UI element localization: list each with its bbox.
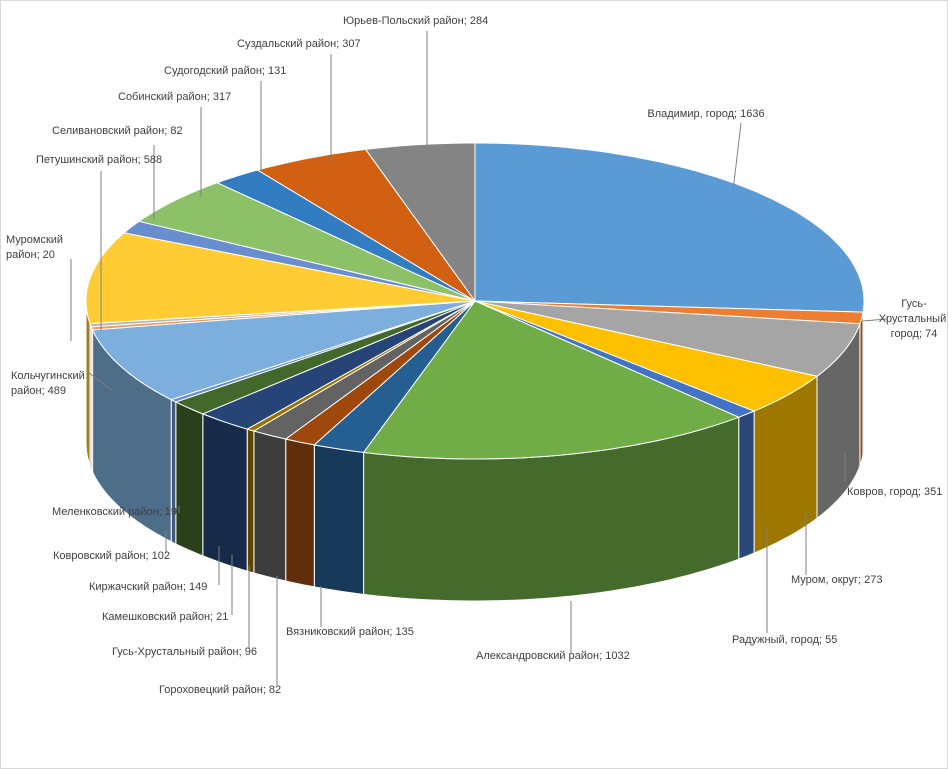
data-label-16: Муромский район; 20 bbox=[6, 234, 63, 261]
data-label-20: Судогодский район; 131 bbox=[164, 65, 286, 77]
data-label-13: Меленковский район; 19 bbox=[52, 506, 177, 518]
pie-side-10 bbox=[246, 428, 255, 574]
data-label-2: Гусь-Хрустальный, город; 74 bbox=[879, 298, 947, 340]
data-label-21: Суздальский район; 307 bbox=[237, 38, 361, 50]
pie-slice-19 bbox=[137, 182, 476, 302]
leader-line-14 bbox=[88, 372, 114, 392]
pie-slice-12 bbox=[174, 300, 476, 415]
data-label-9: Гусь-Хрустальный район; 96 bbox=[112, 646, 257, 658]
pie-slice-22 bbox=[364, 142, 476, 303]
pie-slice-20 bbox=[215, 169, 476, 302]
data-label-12: Ковровский район; 102 bbox=[53, 550, 170, 562]
data-label-7: Вязниковский район; 135 bbox=[286, 626, 414, 638]
data-label-19: Собинский район; 317 bbox=[118, 91, 231, 103]
pie-slice-4 bbox=[474, 300, 819, 412]
data-label-18: Селивановский район; 82 bbox=[52, 125, 183, 137]
pie-slice-9 bbox=[252, 300, 476, 440]
data-label-6: Александровский район; 1032 bbox=[476, 650, 630, 662]
pie-slice-21 bbox=[256, 148, 476, 302]
pie-side-11 bbox=[202, 413, 248, 572]
data-label-1: Владимир, город; 1636 bbox=[647, 108, 764, 120]
pie-slice-14 bbox=[91, 300, 476, 401]
pie-slice-11 bbox=[201, 300, 476, 430]
data-label-17: Петушинский район; 588 bbox=[36, 154, 162, 166]
pie-side-17 bbox=[85, 300, 91, 466]
pie-side-12 bbox=[175, 401, 204, 557]
leader-line-2 bbox=[862, 318, 888, 322]
data-label-14: Кольчугинский район; 489 bbox=[11, 370, 85, 397]
data-label-11: Киржачский район; 149 bbox=[89, 581, 207, 593]
pie-slice-1 bbox=[474, 142, 865, 313]
pie-slice-3 bbox=[474, 300, 861, 377]
pie-slice-7 bbox=[313, 300, 476, 453]
data-label-22: Юрьев-Польский район; 284 bbox=[343, 15, 488, 27]
data-label-3: Ковров, город; 351 bbox=[847, 486, 942, 498]
pie-side-8 bbox=[285, 438, 315, 588]
data-label-5: Радужный, город; 55 bbox=[732, 634, 837, 646]
pie-side-7 bbox=[313, 444, 365, 595]
pie-slice-17 bbox=[85, 232, 476, 325]
data-label-8: Гороховецкий район; 82 bbox=[159, 684, 281, 696]
data-label-4: Муром, округ; 273 bbox=[791, 574, 882, 586]
pie-slice-6 bbox=[362, 300, 741, 460]
pie-slice-8 bbox=[284, 300, 476, 446]
pie-side-13 bbox=[170, 398, 177, 545]
pie-side-9 bbox=[253, 430, 287, 582]
leader-line-1 bbox=[732, 122, 742, 192]
data-label-10: Камешковский район; 21 bbox=[102, 611, 228, 623]
pie-side-5 bbox=[738, 410, 755, 560]
